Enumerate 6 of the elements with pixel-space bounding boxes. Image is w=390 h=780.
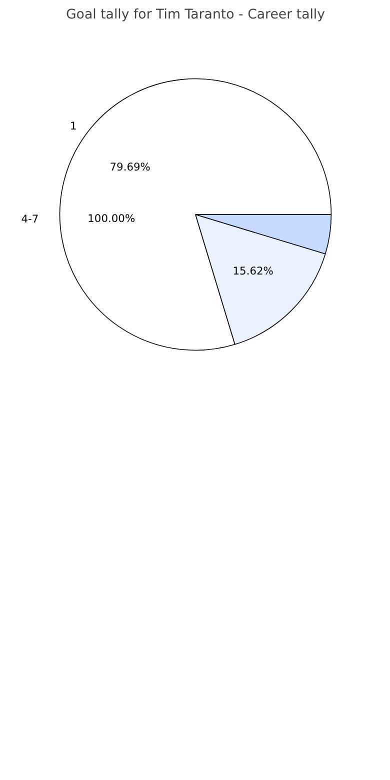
data-label: 79.69% bbox=[110, 160, 150, 174]
text: 100.00% bbox=[88, 212, 136, 226]
data-label: 15.62% bbox=[232, 264, 274, 278]
text: 4-7 bbox=[21, 212, 39, 226]
chart-title: Goal tally for Tim Taranto - Career tally bbox=[66, 8, 326, 22]
slice-label: 1 bbox=[70, 119, 77, 132]
